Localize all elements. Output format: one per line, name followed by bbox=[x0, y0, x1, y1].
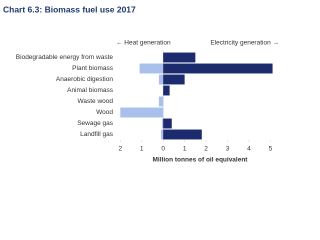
bar bbox=[158, 74, 164, 85]
x-tick-label: 1 bbox=[183, 146, 187, 153]
y-tick-label: Animal biomass bbox=[67, 87, 114, 94]
bar bbox=[163, 118, 172, 129]
bar bbox=[163, 63, 273, 74]
x-tick-label: 3 bbox=[226, 146, 230, 153]
bar bbox=[163, 74, 185, 85]
x-tick-label: 4 bbox=[247, 146, 251, 153]
y-tick-label: Waste wood bbox=[77, 98, 113, 105]
bar bbox=[120, 107, 164, 118]
bar bbox=[163, 52, 196, 63]
x-tick-label: 2 bbox=[204, 146, 208, 153]
y-tick-label: Wood bbox=[96, 109, 113, 116]
y-tick-label: Anaerobic digestion bbox=[56, 76, 113, 83]
x-tick-label: 0 bbox=[161, 146, 165, 153]
chart: Chart 6.3: Biomass fuel use 2017 Million… bbox=[3, 4, 279, 164]
x-tick-label: 1 bbox=[140, 146, 144, 153]
bar bbox=[161, 129, 164, 140]
x-tick-label: 5 bbox=[269, 146, 273, 153]
x-tick-label: 2 bbox=[118, 146, 122, 153]
bar bbox=[163, 85, 170, 96]
y-tick-label: Sewage gas bbox=[77, 120, 114, 127]
legend-label: Electricity generation → bbox=[210, 40, 279, 47]
legend-label: ← Heat generation bbox=[116, 40, 171, 47]
x-axis-label: Million tonnes of oil equivalent bbox=[153, 157, 249, 164]
chart-title: Chart 6.3: Biomass fuel use 2017 bbox=[3, 4, 136, 14]
bar bbox=[162, 118, 164, 129]
bar bbox=[158, 96, 164, 107]
y-tick-label: Landfill gas bbox=[80, 131, 114, 138]
bar bbox=[139, 63, 164, 74]
y-tick-label: Plant biomass bbox=[72, 65, 114, 72]
bar bbox=[163, 129, 202, 140]
y-tick-label: Biodegradable energy from waste bbox=[16, 54, 114, 61]
